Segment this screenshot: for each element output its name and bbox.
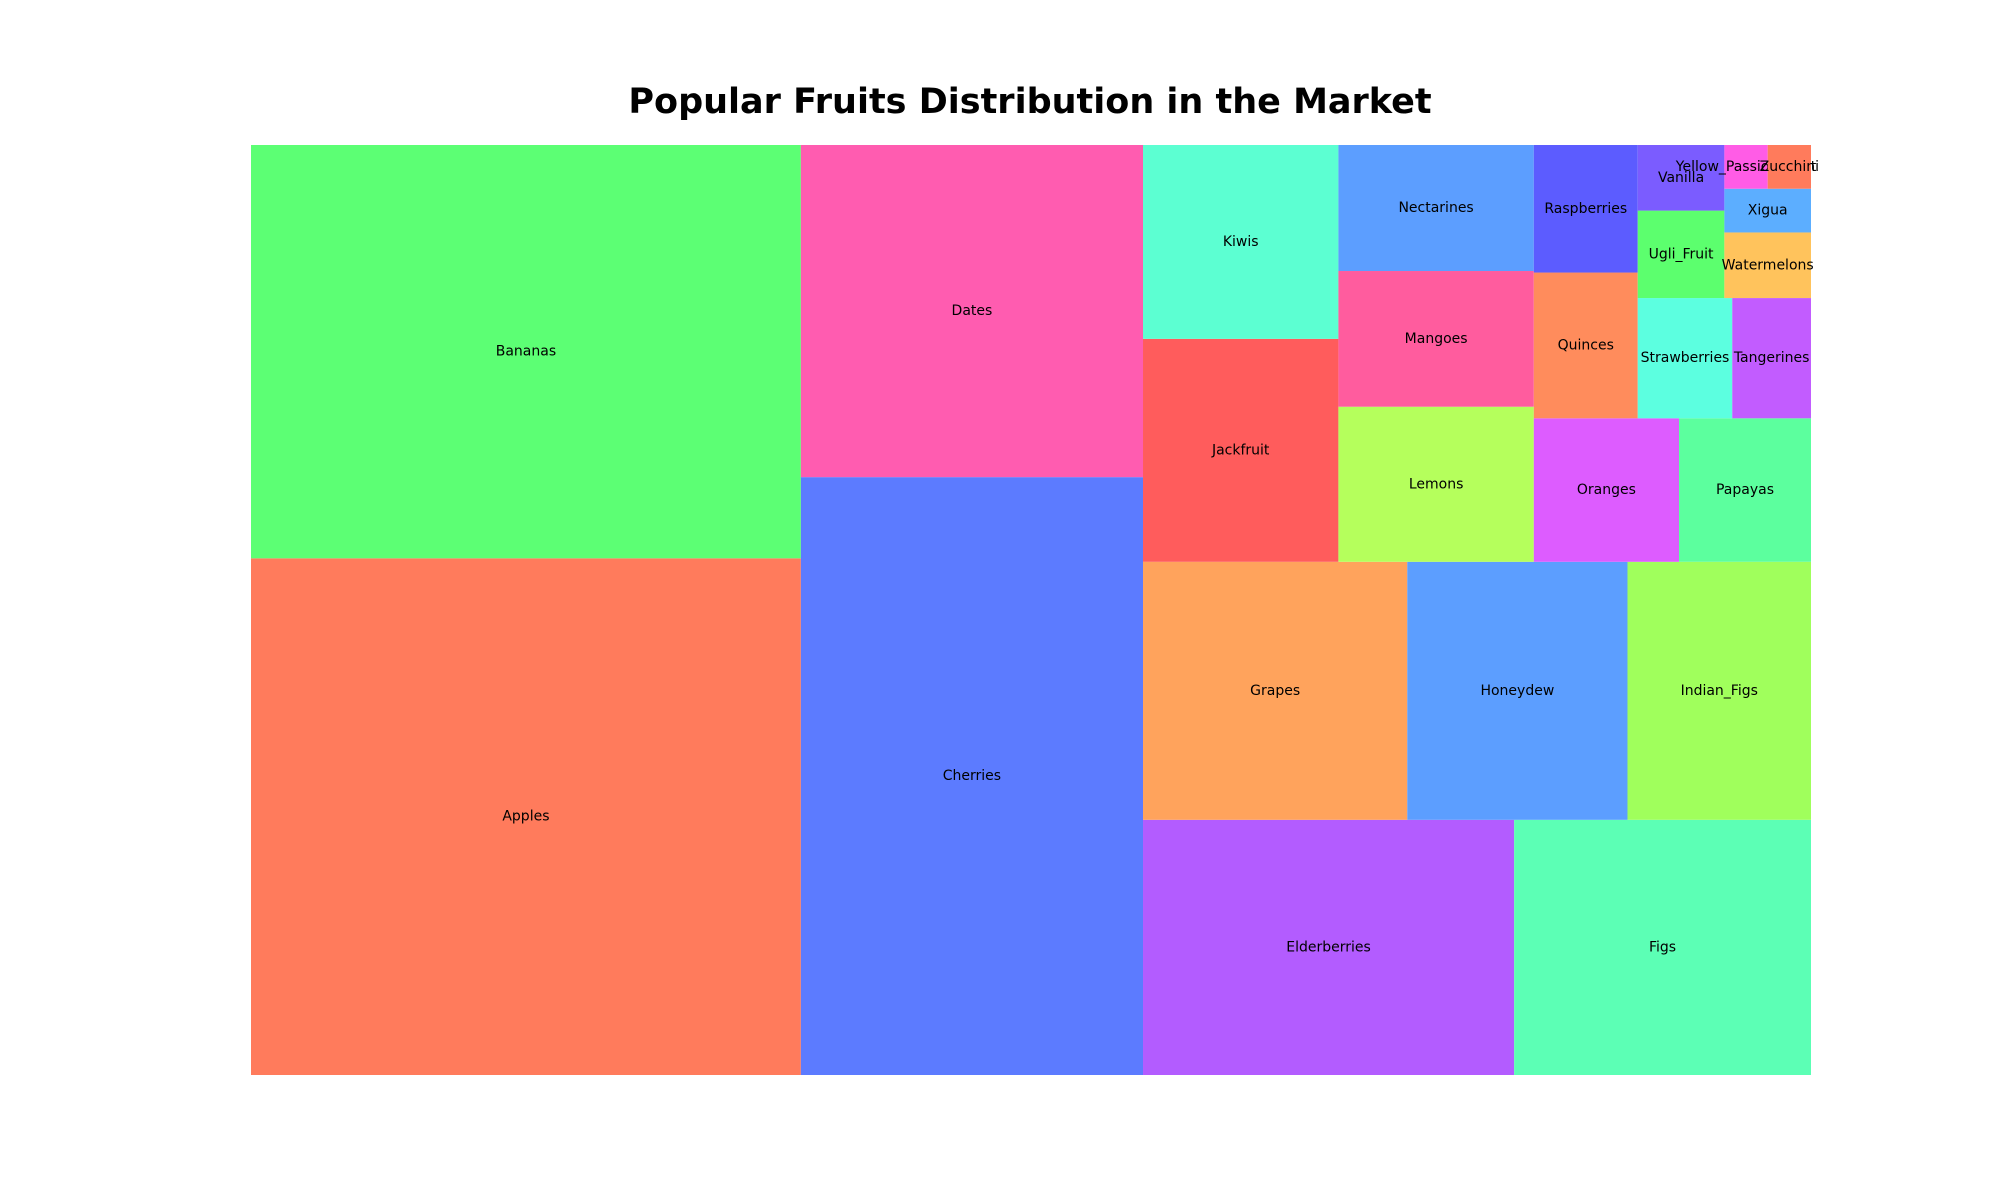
treemap-tile-tangerines (1732, 298, 1811, 419)
treemap-label-honeydew: Honeydew (1480, 683, 1554, 699)
treemap-tile-oranges (1533, 418, 1680, 562)
treemap-label-nectarines: Nectarines (1398, 200, 1473, 216)
treemap-label-indian-figs: Indian_Figs (1681, 683, 1758, 699)
treemap-tile-raspberries (1533, 145, 1638, 273)
treemap-tile-mangoes (1338, 271, 1534, 407)
treemap-label-tangerines: Tangerines (1733, 350, 1810, 366)
treemap-tile-honeydew (1407, 561, 1628, 820)
treemap-tile-apples (251, 558, 801, 1075)
treemap-tile-figs (1514, 819, 1811, 1075)
treemap-label-papayas: Papayas (1716, 482, 1774, 498)
treemap-tile-zucchini (1767, 145, 1811, 189)
treemap-tile-nectarines (1338, 145, 1534, 272)
treemap-label-bananas: Bananas (496, 344, 556, 360)
treemap-tile-jackfruit (1143, 338, 1339, 562)
treemap-tile-kiwis (1143, 145, 1339, 339)
treemap-label-grapes: Grapes (1250, 683, 1300, 699)
treemap-label-kiwis: Kiwis (1223, 234, 1259, 250)
treemap-label-elderberries: Elderberries (1286, 939, 1371, 955)
treemap-label-watermelons: Watermelons (1722, 257, 1814, 273)
treemap-tile-watermelons (1724, 232, 1811, 299)
treemap-label-apples: Apples (502, 809, 549, 825)
treemap-label-figs: Figs (1649, 939, 1676, 955)
treemap-tile-bananas (251, 145, 801, 559)
treemap-label-zucchini: Zucchini (1760, 159, 1819, 175)
treemap-tile-dates (800, 145, 1144, 478)
treemap-tile-xigua (1724, 188, 1811, 233)
treemap-tile-papayas (1679, 418, 1811, 562)
treemap-label-quinces: Quinces (1558, 337, 1614, 353)
treemap-tile-vanilla (1637, 145, 1725, 211)
treemap-label-xigua: Xigua (1748, 203, 1788, 219)
treemap-tile-quinces (1533, 272, 1638, 419)
treemap-label-ugli-fruit: Ugli_Fruit (1649, 246, 1714, 262)
treemap-label-cherries: Cherries (943, 768, 1001, 784)
treemap-label-dates: Dates (952, 303, 993, 319)
treemap-tile-ugli-fruit (1637, 210, 1725, 299)
treemap-tile-elderberries (1143, 819, 1515, 1075)
treemap-label-lemons: Lemons (1409, 476, 1464, 492)
treemap-tile-lemons (1338, 406, 1534, 562)
treemap-tile-grapes (1143, 561, 1408, 820)
treemap-label-oranges: Oranges (1577, 482, 1636, 498)
treemap-label-strawberries: Strawberries (1641, 350, 1730, 366)
treemap-tile-yellow-passion-fruit (1724, 145, 1768, 189)
treemap-tile-indian-figs (1627, 561, 1811, 820)
chart-title: Popular Fruits Distribution in the Marke… (628, 82, 1432, 122)
treemap-tile-strawberries (1637, 298, 1733, 419)
treemap-label-mangoes: Mangoes (1405, 331, 1468, 347)
treemap-label-raspberries: Raspberries (1544, 201, 1627, 217)
treemap-label-jackfruit: Jackfruit (1211, 442, 1270, 458)
treemap-tile-cherries (800, 477, 1144, 1076)
treemap-label-vanilla: Vanilla (1658, 170, 1704, 186)
